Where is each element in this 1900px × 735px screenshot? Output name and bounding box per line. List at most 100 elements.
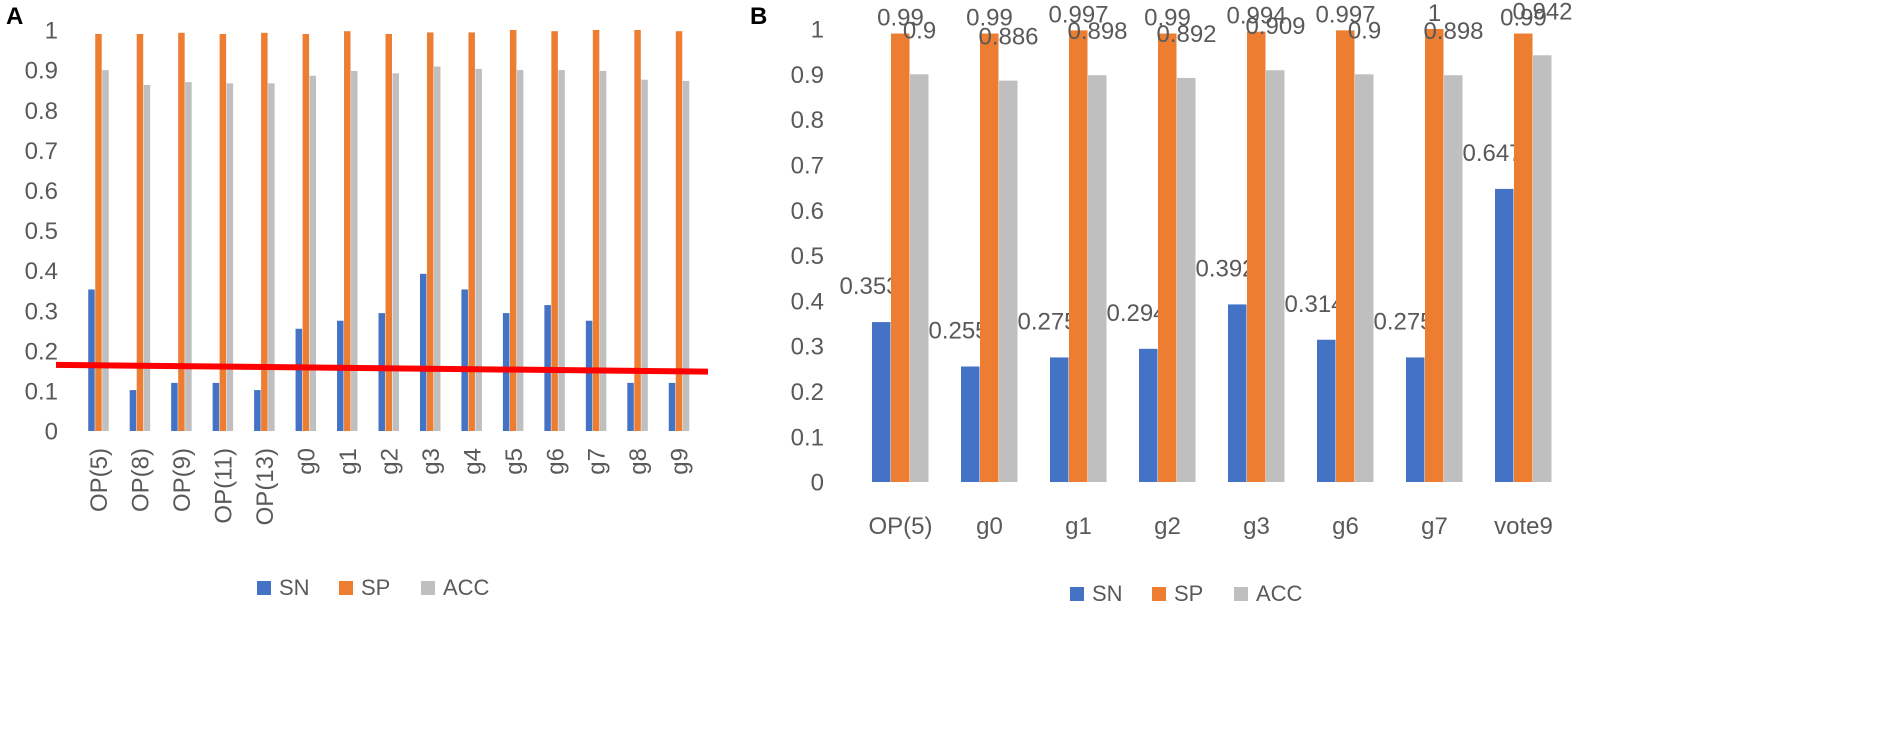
bar-acc xyxy=(309,75,317,432)
bar-sn xyxy=(171,382,178,431)
y-tick-label: 0 xyxy=(45,419,58,446)
bar-sn xyxy=(1139,348,1158,482)
data-label-sn: 0.353 xyxy=(839,273,899,300)
data-label-sp: 0.997 xyxy=(1315,1,1375,28)
data-label-sn: 0.275 xyxy=(1373,308,1433,335)
panel-a-label: A xyxy=(6,3,24,30)
bar-sn xyxy=(627,382,634,431)
x-category-label: OP(5) xyxy=(868,513,932,540)
bar-sp xyxy=(426,32,434,431)
bar-sn xyxy=(1317,339,1336,482)
bar-sn xyxy=(585,320,593,431)
x-category-label: g3 xyxy=(418,448,445,475)
bar-acc xyxy=(475,68,482,431)
bar-sp xyxy=(219,34,227,431)
bar-acc xyxy=(268,83,275,431)
x-category-label: g4 xyxy=(459,448,486,475)
y-tick-label: 0.5 xyxy=(791,243,824,270)
data-label-sn: 0.275 xyxy=(1017,308,1077,335)
bar-acc xyxy=(433,66,441,431)
legend-swatch-sn xyxy=(1070,587,1084,601)
y-tick-label: 0.1 xyxy=(25,379,58,406)
bar-sp xyxy=(1336,30,1355,482)
bar-sn xyxy=(872,322,891,482)
legend-swatch-sp xyxy=(1152,587,1166,601)
x-category-label: OP(9) xyxy=(169,448,196,512)
x-category-label: g1 xyxy=(1065,513,1092,540)
bar-acc xyxy=(599,70,607,431)
y-tick-label: 0.5 xyxy=(25,218,58,245)
bar-sn xyxy=(668,382,676,431)
legend-swatch-acc xyxy=(1234,587,1248,601)
bar-sn xyxy=(1050,357,1069,482)
x-category-label: g5 xyxy=(501,448,528,475)
x-category-label: OP(8) xyxy=(128,448,155,512)
y-tick-label: 0.9 xyxy=(25,58,58,85)
bar-sp xyxy=(385,34,392,431)
y-tick-label: 0.6 xyxy=(791,198,824,225)
legend-label-sn: SN xyxy=(279,575,310,600)
bar-sp xyxy=(136,34,144,431)
bar-sn xyxy=(461,289,468,431)
x-category-label: g9 xyxy=(667,448,694,475)
bar-sp xyxy=(675,31,683,431)
x-category-label: g0 xyxy=(293,448,320,475)
legend-swatch-acc xyxy=(421,581,435,595)
x-category-label: OP(13) xyxy=(252,448,279,525)
y-tick-label: 0.2 xyxy=(791,379,824,406)
bar-sp xyxy=(468,32,475,431)
x-category-label: g2 xyxy=(1154,513,1181,540)
data-label-acc: 0.892 xyxy=(1156,21,1216,48)
bar-sp xyxy=(95,34,102,431)
legend-label-sp: SP xyxy=(1174,581,1203,606)
y-tick-label: 0.7 xyxy=(25,138,58,165)
y-tick-label: 0.4 xyxy=(791,288,824,315)
legend-swatch-sn xyxy=(257,581,271,595)
y-tick-label: 1 xyxy=(45,18,58,45)
bar-sp xyxy=(1069,30,1088,482)
bar-acc xyxy=(1355,74,1374,483)
bar-sp xyxy=(509,30,517,431)
bar-acc xyxy=(226,83,234,431)
bar-acc xyxy=(641,79,648,431)
x-category-label: g3 xyxy=(1243,513,1270,540)
bar-sp xyxy=(344,31,351,431)
y-tick-label: 0.8 xyxy=(25,98,58,125)
bar-acc xyxy=(1533,55,1552,483)
bar-sn xyxy=(254,390,261,431)
y-tick-label: 0.3 xyxy=(25,298,58,325)
x-category-label: g0 xyxy=(976,513,1003,540)
y-tick-label: 0.3 xyxy=(791,334,824,361)
x-category-label: g6 xyxy=(542,448,569,475)
data-label-sp: 0.99 xyxy=(877,5,924,32)
bar-sp xyxy=(302,34,310,431)
x-category-label: OP(5) xyxy=(86,448,113,512)
bar-sp xyxy=(261,32,268,431)
data-label-sn: 0.392 xyxy=(1195,255,1255,282)
bar-sp xyxy=(592,30,600,431)
data-label-acc: 0.898 xyxy=(1423,18,1483,45)
bar-sn xyxy=(295,328,303,431)
legend-label-sn: SN xyxy=(1092,581,1123,606)
y-tick-label: 0 xyxy=(811,470,824,497)
data-label-sn: 0.314 xyxy=(1284,291,1344,318)
legend-label-acc: ACC xyxy=(1256,581,1303,606)
bar-sn xyxy=(961,366,980,482)
legend-label-acc: ACC xyxy=(443,575,490,600)
data-label-sp: 0.99 xyxy=(1144,5,1191,32)
x-category-label: g7 xyxy=(584,448,611,475)
bar-sn xyxy=(1406,357,1425,482)
bar-sp xyxy=(634,30,641,431)
x-category-label: g1 xyxy=(335,448,362,475)
x-category-label: OP(11) xyxy=(211,448,238,524)
data-label-sn: 0.255 xyxy=(928,317,988,344)
y-tick-label: 0.1 xyxy=(791,424,824,451)
bar-acc xyxy=(682,80,690,431)
y-tick-label: 0.9 xyxy=(791,62,824,89)
bar-sp xyxy=(1514,33,1533,482)
bar-sn xyxy=(88,289,95,431)
bar-sn xyxy=(1495,188,1514,482)
bar-acc xyxy=(102,70,109,431)
x-category-label: g8 xyxy=(625,448,652,475)
